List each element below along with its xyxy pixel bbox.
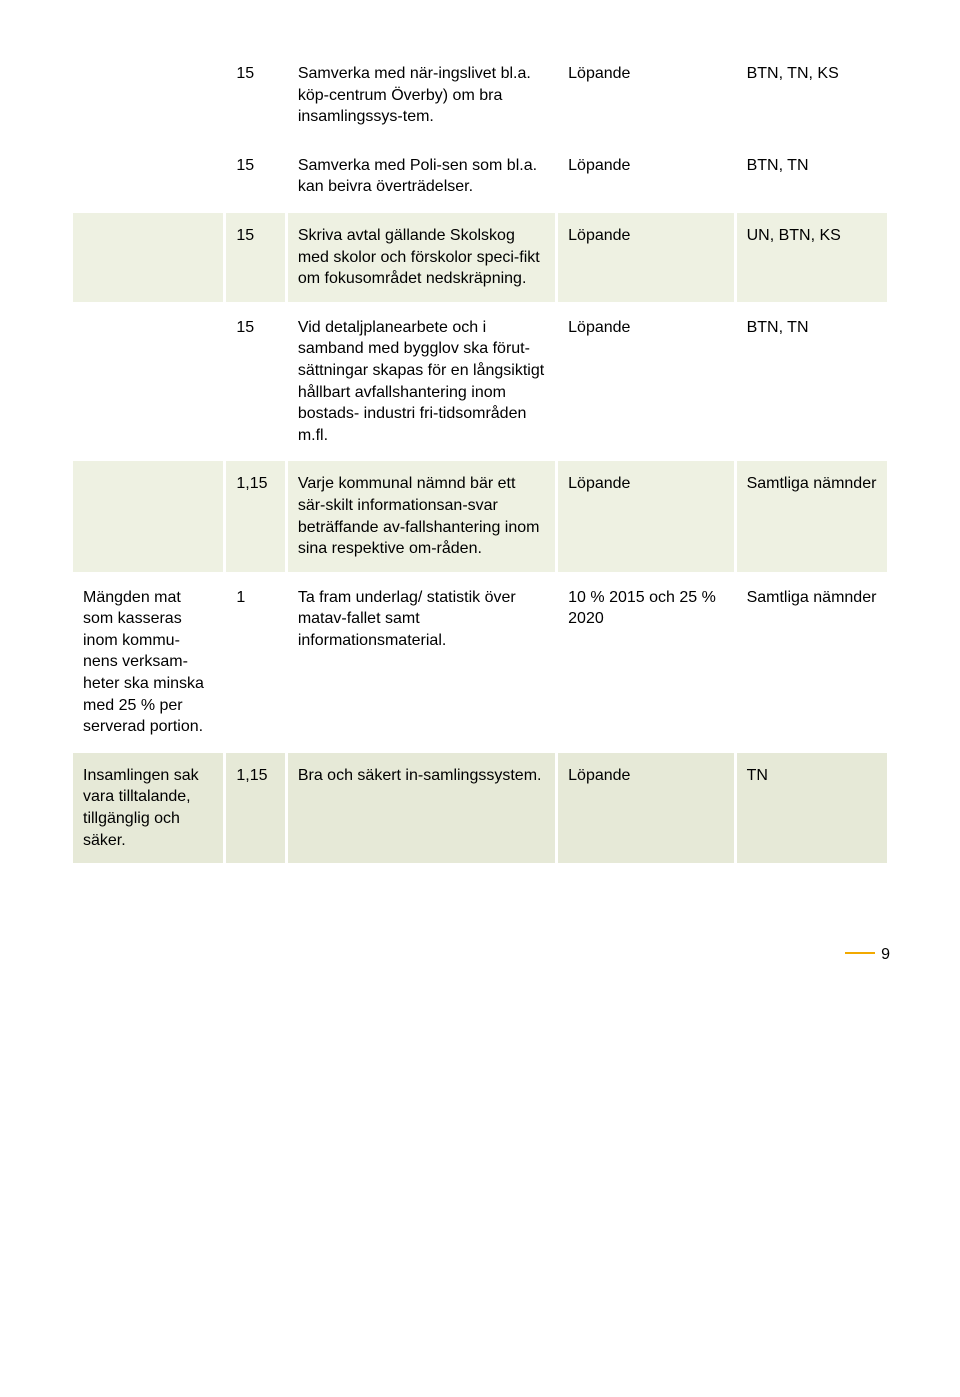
cell-index: 1 (226, 575, 284, 750)
table-row: 15 Vid detaljplanearbete och i samband m… (73, 305, 887, 459)
table-row: 1,15 Varje kommunal nämnd bär ett sär-sk… (73, 461, 887, 571)
cell-index: 15 (226, 143, 284, 210)
cell-index: 15 (226, 305, 284, 459)
page-container: 15 Samverka med när-ingslivet bl.a. köp-… (0, 0, 960, 1004)
cell-goal (73, 461, 223, 571)
cell-index: 15 (226, 51, 284, 140)
cell-action: Varje kommunal nämnd bär ett sär-skilt i… (288, 461, 555, 571)
cell-responsible: BTN, TN (737, 305, 887, 459)
cell-goal (73, 143, 223, 210)
cell-action: Bra och säkert in-samlingssystem. (288, 753, 555, 863)
page-number: 9 (881, 946, 890, 963)
cell-action: Vid detaljplanearbete och i samband med … (288, 305, 555, 459)
table-row: 15 Samverka med Poli-sen som bl.a. kan b… (73, 143, 887, 210)
table-row: 15 Skriva avtal gällande Skolskog med sk… (73, 213, 887, 302)
cell-goal (73, 305, 223, 459)
cell-timing: Löpande (558, 51, 733, 140)
cell-responsible: BTN, TN (737, 143, 887, 210)
cell-responsible: Samtliga nämnder (737, 461, 887, 571)
cell-responsible: Samtliga nämnder (737, 575, 887, 750)
page-number-container: 9 (70, 946, 890, 964)
cell-action: Samverka med Poli-sen som bl.a. kan beiv… (288, 143, 555, 210)
cell-timing: Löpande (558, 305, 733, 459)
table-row: Mängden mat som kasseras inom kommu-nens… (73, 575, 887, 750)
cell-goal: Insamlingen sak vara tilltalande, tillgä… (73, 753, 223, 863)
cell-index: 1,15 (226, 753, 284, 863)
cell-timing: Löpande (558, 213, 733, 302)
table-row: Insamlingen sak vara tilltalande, tillgä… (73, 753, 887, 863)
cell-timing: 10 % 2015 och 25 % 2020 (558, 575, 733, 750)
data-table: 15 Samverka med när-ingslivet bl.a. köp-… (70, 48, 890, 866)
cell-timing: Löpande (558, 461, 733, 571)
cell-index: 1,15 (226, 461, 284, 571)
cell-goal (73, 213, 223, 302)
table-row: 15 Samverka med när-ingslivet bl.a. köp-… (73, 51, 887, 140)
cell-action: Samverka med när-ingslivet bl.a. köp-cen… (288, 51, 555, 140)
cell-responsible: UN, BTN, KS (737, 213, 887, 302)
cell-action: Skriva avtal gällande Skolskog med skolo… (288, 213, 555, 302)
cell-timing: Löpande (558, 143, 733, 210)
cell-responsible: TN (737, 753, 887, 863)
cell-action: Ta fram underlag/ statistik över matav-f… (288, 575, 555, 750)
cell-timing: Löpande (558, 753, 733, 863)
cell-responsible: BTN, TN, KS (737, 51, 887, 140)
page-number-underline-icon (845, 952, 875, 954)
cell-goal: Mängden mat som kasseras inom kommu-nens… (73, 575, 223, 750)
cell-index: 15 (226, 213, 284, 302)
cell-goal (73, 51, 223, 140)
